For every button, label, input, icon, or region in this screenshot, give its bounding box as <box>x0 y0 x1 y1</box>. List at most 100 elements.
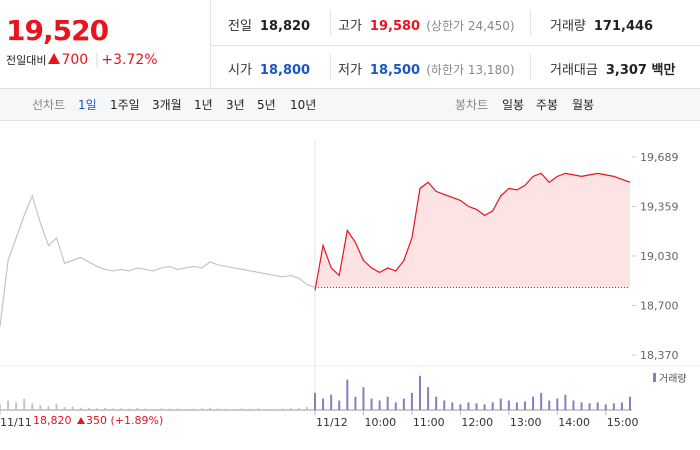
volume-bar <box>314 392 316 410</box>
volume-bar <box>249 408 252 410</box>
x-tick-label: 15:00 <box>607 416 639 429</box>
footer-change-pct: (+1.89%) <box>110 414 164 427</box>
volume-bar <box>144 408 147 410</box>
volume-bar <box>200 408 203 410</box>
divider <box>530 10 531 36</box>
volume-bar <box>362 387 365 410</box>
volume-bar <box>483 404 486 410</box>
stat-label: 거래대금 <box>550 63 598 78</box>
volume-bar <box>281 408 284 410</box>
divider <box>210 0 211 88</box>
tab-group-label: 봉차트 <box>455 98 489 112</box>
stat-value: 18,500 <box>369 63 421 78</box>
volume-bar <box>612 403 615 410</box>
volume-bar <box>629 396 631 410</box>
price-area <box>315 173 630 291</box>
volume-bar <box>71 406 74 410</box>
period-tab[interactable]: 1년 <box>194 98 213 112</box>
x-tick-label: 11/11 <box>0 416 32 429</box>
change-row: 전일대비 700 | +3.72% <box>6 52 158 68</box>
volume-bar <box>15 402 18 410</box>
stat-label: 거래량 <box>550 19 586 34</box>
volume-bar <box>192 408 195 410</box>
volume-bar <box>419 375 421 410</box>
volume-bar <box>572 400 575 410</box>
y-tick-label: 19,359 <box>640 201 679 214</box>
volume-bar <box>540 392 543 410</box>
y-tick-label: 18,700 <box>640 299 679 312</box>
candle-tab[interactable]: 월봉 <box>572 98 595 112</box>
x-tick-label: 10:00 <box>364 416 396 429</box>
volume-bar <box>459 404 462 410</box>
candle-tab[interactable]: 주봉 <box>536 98 559 112</box>
volume-bar <box>564 394 567 410</box>
volume-bar <box>136 408 139 410</box>
period-tab[interactable]: 1일 <box>78 98 97 112</box>
x-tick-label: 13:00 <box>510 416 542 429</box>
volume-bar <box>588 403 591 410</box>
divider <box>210 45 700 46</box>
period-tab[interactable]: 3개월 <box>152 98 182 112</box>
legend-label: 거래량 <box>659 373 687 385</box>
divider <box>530 54 531 80</box>
price-line <box>0 194 316 327</box>
divider <box>330 10 331 36</box>
stat: 저가 18,500 (하한가 13,180) <box>338 59 515 78</box>
volume-bar <box>152 408 155 410</box>
volume-bar <box>402 398 405 410</box>
x-tick-label: 11:00 <box>413 416 445 429</box>
volume-bar <box>435 396 438 410</box>
volume-bar <box>410 392 413 410</box>
stat-label: 시가 <box>228 63 252 78</box>
period-tab[interactable]: 3년 <box>226 98 245 112</box>
volume-bar <box>370 398 373 410</box>
candle-tab[interactable]: 일봉 <box>502 98 525 112</box>
volume-bar <box>168 408 171 410</box>
volume-bar <box>499 398 502 410</box>
volume-bar <box>475 403 478 410</box>
volume-bar <box>241 408 244 410</box>
volume-bar <box>394 402 397 410</box>
period-tab[interactable]: 5년 <box>257 98 276 112</box>
volume-bar <box>31 403 34 410</box>
volume-bar <box>63 407 66 410</box>
volume-bar <box>39 405 42 410</box>
footer-price: 18,820 <box>33 414 72 427</box>
volume-bar <box>128 408 131 410</box>
divider: | <box>94 52 100 68</box>
volume-bar <box>386 396 389 410</box>
x-tick-label: 11/12 <box>316 416 348 429</box>
stat-note: (상한가 24,450) <box>426 19 515 33</box>
stat-label: 고가 <box>338 19 362 34</box>
y-tick-label: 18,370 <box>640 349 679 362</box>
volume-bar <box>556 398 559 410</box>
footer-change: 350 <box>86 414 107 427</box>
volume-bar <box>273 408 276 410</box>
volume-bar <box>451 402 454 410</box>
volume-bar <box>120 408 123 410</box>
stat: 거래대금 3,307 백만 <box>550 59 675 78</box>
footer-info: 18,820 350 (+1.89%) <box>33 414 163 427</box>
stat-value: 171,446 <box>593 19 654 34</box>
volume-bar <box>79 407 82 410</box>
volume-bar <box>548 400 551 410</box>
volume-bar <box>354 396 357 410</box>
stat-note: (하한가 13,180) <box>426 63 515 77</box>
stat-value: 18,820 <box>259 19 311 34</box>
volume-bar <box>47 406 50 410</box>
stat: 시가 18,800 <box>228 59 310 78</box>
volume-bar <box>23 398 26 410</box>
period-tab[interactable]: 1주일 <box>110 98 140 112</box>
volume-bar <box>322 398 325 410</box>
volume-bar <box>160 408 163 410</box>
volume-bar <box>209 407 211 410</box>
stat-label: 저가 <box>338 63 362 78</box>
period-tab[interactable]: 10년 <box>290 98 317 112</box>
x-tick-label: 12:00 <box>461 416 493 429</box>
volume-bar <box>467 402 470 410</box>
volume-bar <box>257 408 260 410</box>
change-pct: +3.72% <box>101 52 158 68</box>
volume-bar <box>184 408 187 410</box>
volume-bar <box>604 404 607 410</box>
